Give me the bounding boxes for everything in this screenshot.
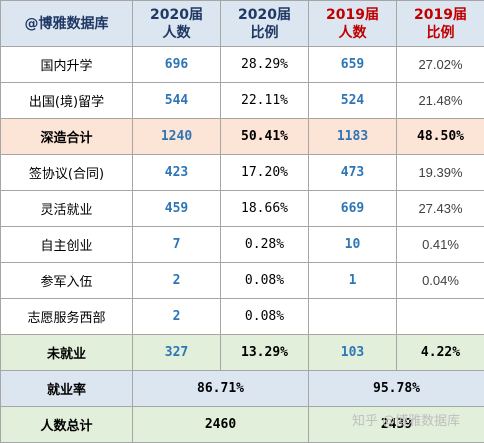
count-2019: 669 xyxy=(309,191,397,227)
employment-rate-label: 就业率 xyxy=(1,371,133,407)
total-2020: 2460 xyxy=(133,407,309,443)
header-2020-ratio: 2020届比例 xyxy=(221,1,309,47)
count-2019: 473 xyxy=(309,155,397,191)
row-label: 灵活就业 xyxy=(1,191,133,227)
row-label: 深造合计 xyxy=(1,119,133,155)
ratio-2019: 19.39% xyxy=(397,155,484,191)
row-label: 国内升学 xyxy=(1,47,133,83)
employment-rate-2020: 86.71% xyxy=(133,371,309,407)
table-row: 参军入伍 2 0.08% 1 0.04% xyxy=(1,263,484,299)
table-row: 签协议(合同) 423 17.20% 473 19.39% xyxy=(1,155,484,191)
table-row: 灵活就业 459 18.66% 669 27.43% xyxy=(1,191,484,227)
ratio-2020: 18.66% xyxy=(221,191,309,227)
count-2019: 524 xyxy=(309,83,397,119)
count-2019: 1183 xyxy=(309,119,397,155)
row-label: 签协议(合同) xyxy=(1,155,133,191)
count-2020: 327 xyxy=(133,335,221,371)
count-2019: 10 xyxy=(309,227,397,263)
table-row: 国内升学 696 28.29% 659 27.02% xyxy=(1,47,484,83)
table-row: 出国(境)留学 544 22.11% 524 21.48% xyxy=(1,83,484,119)
ratio-2020: 17.20% xyxy=(221,155,309,191)
header-row: @博雅数据库 2020届人数 2020届比例 2019届人数 2019届比例 xyxy=(1,1,484,47)
total-label: 人数总计 xyxy=(1,407,133,443)
subtotal-row: 深造合计 1240 50.41% 1183 48.50% xyxy=(1,119,484,155)
header-2019-count: 2019届人数 xyxy=(309,1,397,47)
ratio-2019: 27.02% xyxy=(397,47,484,83)
count-2019: 103 xyxy=(309,335,397,371)
employment-rate-2019: 95.78% xyxy=(309,371,484,407)
ratio-2019 xyxy=(397,299,484,335)
ratio-2019: 4.22% xyxy=(397,335,484,371)
brand-label: @博雅数据库 xyxy=(1,1,133,47)
ratio-2019: 21.48% xyxy=(397,83,484,119)
count-2019 xyxy=(309,299,397,335)
row-label: 自主创业 xyxy=(1,227,133,263)
header-2020-count: 2020届人数 xyxy=(133,1,221,47)
count-2019: 1 xyxy=(309,263,397,299)
count-2020: 2 xyxy=(133,263,221,299)
count-2020: 544 xyxy=(133,83,221,119)
ratio-2019: 48.50% xyxy=(397,119,484,155)
ratio-2020: 13.29% xyxy=(221,335,309,371)
count-2020: 7 xyxy=(133,227,221,263)
row-label: 未就业 xyxy=(1,335,133,371)
row-label: 参军入伍 xyxy=(1,263,133,299)
ratio-2020: 0.08% xyxy=(221,263,309,299)
count-2019: 659 xyxy=(309,47,397,83)
table-row: 自主创业 7 0.28% 10 0.41% xyxy=(1,227,484,263)
row-label: 出国(境)留学 xyxy=(1,83,133,119)
employment-rate-row: 就业率 86.71% 95.78% xyxy=(1,371,484,407)
total-2019: 2439 xyxy=(309,407,484,443)
header-2019-ratio: 2019届比例 xyxy=(397,1,484,47)
ratio-2020: 50.41% xyxy=(221,119,309,155)
count-2020: 2 xyxy=(133,299,221,335)
total-row: 人数总计 2460 2439 xyxy=(1,407,484,443)
ratio-2020: 0.28% xyxy=(221,227,309,263)
ratio-2019: 0.04% xyxy=(397,263,484,299)
ratio-2019: 0.41% xyxy=(397,227,484,263)
count-2020: 1240 xyxy=(133,119,221,155)
ratio-2020: 0.08% xyxy=(221,299,309,335)
ratio-2020: 22.11% xyxy=(221,83,309,119)
unemployed-row: 未就业 327 13.29% 103 4.22% xyxy=(1,335,484,371)
ratio-2019: 27.43% xyxy=(397,191,484,227)
row-label: 志愿服务西部 xyxy=(1,299,133,335)
ratio-2020: 28.29% xyxy=(221,47,309,83)
count-2020: 696 xyxy=(133,47,221,83)
table-row: 志愿服务西部 2 0.08% xyxy=(1,299,484,335)
count-2020: 459 xyxy=(133,191,221,227)
count-2020: 423 xyxy=(133,155,221,191)
